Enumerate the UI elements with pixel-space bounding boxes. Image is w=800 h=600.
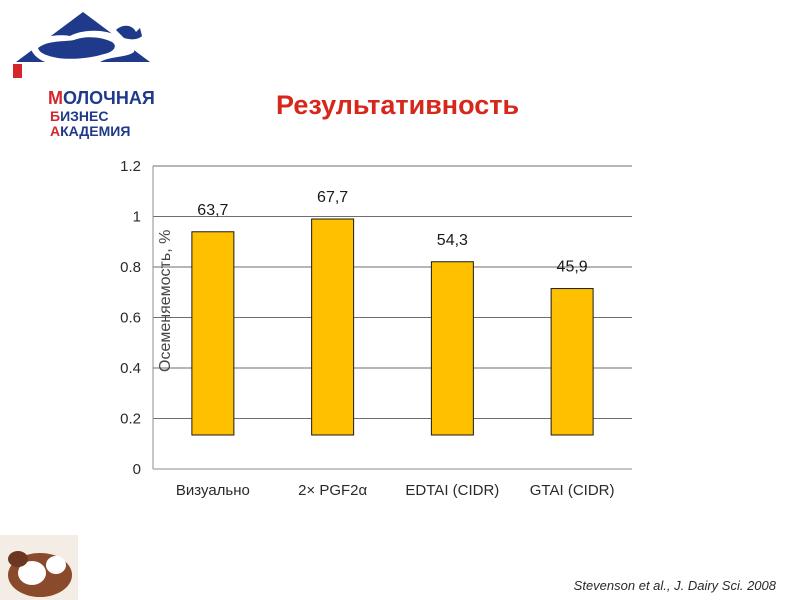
cow-photo-icon [0, 535, 78, 600]
x-tick-label: EDTAI (CIDR) [405, 482, 499, 499]
y-tick-label: 1 [133, 209, 141, 226]
slide-title: Результативность [276, 90, 520, 120]
y-tick-label: 0.4 [120, 360, 141, 377]
bar [191, 231, 235, 436]
bar [550, 288, 594, 436]
data-label: 63,7 [197, 202, 228, 219]
y-tick-label: 0.8 [120, 259, 141, 276]
logo-emblem-icon [13, 12, 150, 78]
data-label: 54,3 [437, 232, 468, 249]
logo-line-2: БИЗНЕС [50, 108, 109, 124]
bar [311, 218, 355, 436]
bar [430, 261, 474, 436]
y-axis-label: Осеменяемость, % [157, 230, 174, 372]
y-tick-label: 0.6 [120, 310, 141, 327]
data-label: 67,7 [317, 189, 348, 206]
data-label: 45,9 [557, 259, 588, 276]
x-tick-label: 2× PGF2α [298, 482, 367, 499]
x-tick-label: Визуально [176, 482, 250, 499]
logo-line-3: АКАДЕМИЯ [50, 123, 131, 139]
x-tick-label: GTAI (CIDR) [530, 482, 615, 499]
source-citation: Stevenson et al., J. Dairy Sci. 2008 [573, 578, 776, 593]
logo-line-1: МОЛОЧНАЯ [48, 88, 155, 108]
brand-logo: МОЛОЧНАЯ БИЗНЕС АКАДЕМИЯ [8, 6, 158, 139]
y-tick-label: 1.2 [120, 158, 141, 175]
y-tick-label: 0 [133, 461, 141, 478]
y-tick-label: 0.2 [120, 411, 141, 428]
